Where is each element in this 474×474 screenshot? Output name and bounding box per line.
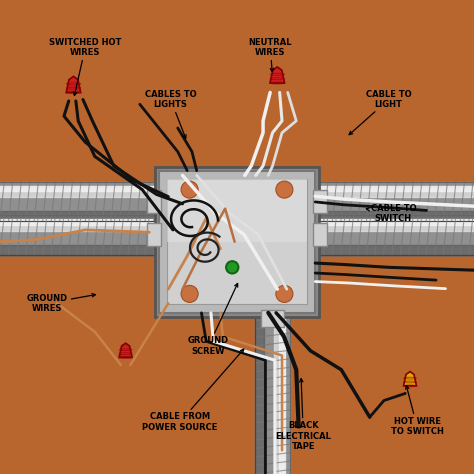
Bar: [315, 254, 474, 257]
Text: CABLE TO
LIGHT: CABLE TO LIGHT: [349, 90, 411, 135]
Bar: [159, 171, 315, 313]
Bar: [313, 190, 327, 213]
Bar: [147, 223, 161, 246]
Circle shape: [276, 285, 293, 302]
Text: BLACK
ELECTRICAL
TAPE: BLACK ELECTRICAL TAPE: [275, 379, 331, 451]
Text: SWITCHED HOT
WIRES: SWITCHED HOT WIRES: [49, 38, 121, 95]
Circle shape: [181, 285, 198, 302]
Polygon shape: [119, 343, 132, 357]
Circle shape: [276, 181, 293, 198]
Text: CABLE FROM
POWER SOURCE: CABLE FROM POWER SOURCE: [142, 349, 244, 431]
Text: GROUND
WIRES: GROUND WIRES: [27, 293, 95, 313]
Text: CABLE TO
SWITCH: CABLE TO SWITCH: [366, 204, 416, 223]
Text: NEUTRAL
WIRES: NEUTRAL WIRES: [248, 38, 292, 72]
Circle shape: [226, 261, 238, 273]
Circle shape: [181, 181, 198, 198]
Bar: [155, 167, 319, 317]
Text: CABLES TO
LIGHTS: CABLES TO LIGHTS: [145, 90, 196, 138]
Bar: [313, 223, 327, 246]
Polygon shape: [270, 67, 284, 83]
Bar: [0, 254, 159, 257]
Polygon shape: [403, 372, 416, 386]
Bar: [147, 190, 161, 213]
Bar: [167, 179, 307, 304]
Polygon shape: [66, 76, 81, 92]
Bar: [0, 220, 159, 224]
Bar: [167, 179, 307, 242]
Bar: [261, 310, 284, 327]
Bar: [315, 220, 474, 224]
Text: GROUND
SCREW: GROUND SCREW: [188, 283, 238, 356]
Text: HOT WIRE
TO SWITCH: HOT WIRE TO SWITCH: [391, 386, 444, 436]
